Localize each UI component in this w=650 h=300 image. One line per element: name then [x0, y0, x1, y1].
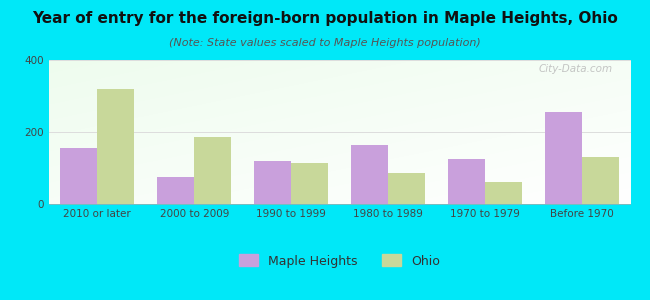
Bar	[291, 163, 328, 204]
Legend: Maple Heights, Ohio: Maple Heights, Ohio	[234, 249, 445, 273]
Bar	[388, 173, 425, 204]
Bar	[351, 145, 388, 204]
Bar	[98, 89, 134, 204]
Bar	[545, 112, 582, 204]
Text: (Note: State values scaled to Maple Heights population): (Note: State values scaled to Maple Heig…	[169, 38, 481, 47]
Bar	[485, 182, 522, 204]
Bar	[582, 157, 619, 204]
Bar	[254, 161, 291, 204]
Bar	[448, 159, 485, 204]
Bar	[194, 137, 231, 204]
Bar	[60, 148, 98, 204]
Text: Year of entry for the foreign-born population in Maple Heights, Ohio: Year of entry for the foreign-born popul…	[32, 11, 618, 26]
Bar	[157, 177, 194, 204]
Text: City-Data.com: City-Data.com	[539, 64, 613, 74]
